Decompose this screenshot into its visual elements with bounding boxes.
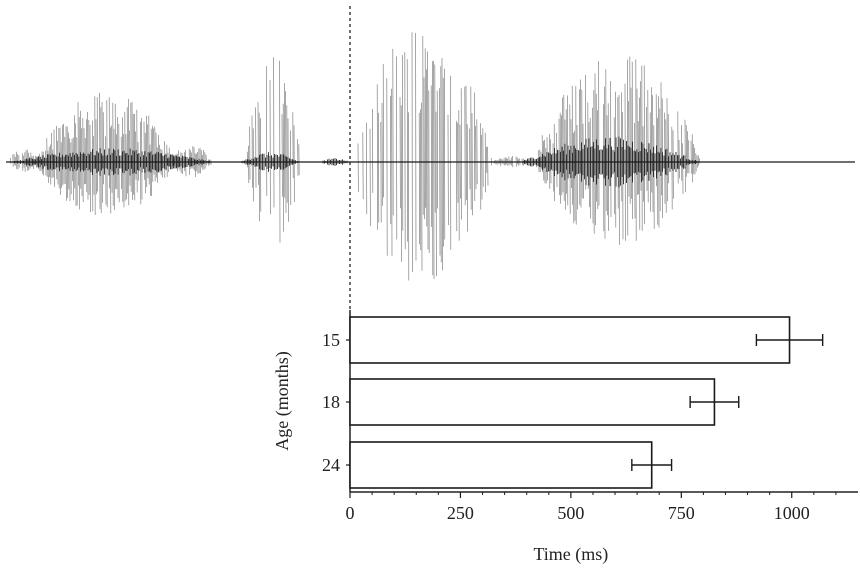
x-tick-label: 500 xyxy=(557,503,584,523)
y-tick-label: 15 xyxy=(322,330,340,350)
speech-waveform xyxy=(6,32,855,281)
x-tick-label: 1000 xyxy=(774,503,810,523)
y-tick-label: 24 xyxy=(322,455,340,475)
y-tick-label: 18 xyxy=(322,392,340,412)
x-tick-label: 250 xyxy=(447,503,474,523)
x-tick-label: 0 xyxy=(346,503,355,523)
bar-24 xyxy=(349,441,653,489)
bar-15 xyxy=(349,316,791,364)
y-axis-label: Age (months) xyxy=(272,351,293,450)
x-tick-label: 750 xyxy=(668,503,695,523)
error-bar-18 xyxy=(689,396,740,408)
bar-18 xyxy=(349,378,716,426)
error-bar-15 xyxy=(755,334,824,346)
x-axis-label: Time (ms) xyxy=(533,544,608,565)
error-bar-24 xyxy=(631,459,673,471)
bar-plot: 15 18 24 0 250 500 750 1000 xyxy=(322,310,858,523)
